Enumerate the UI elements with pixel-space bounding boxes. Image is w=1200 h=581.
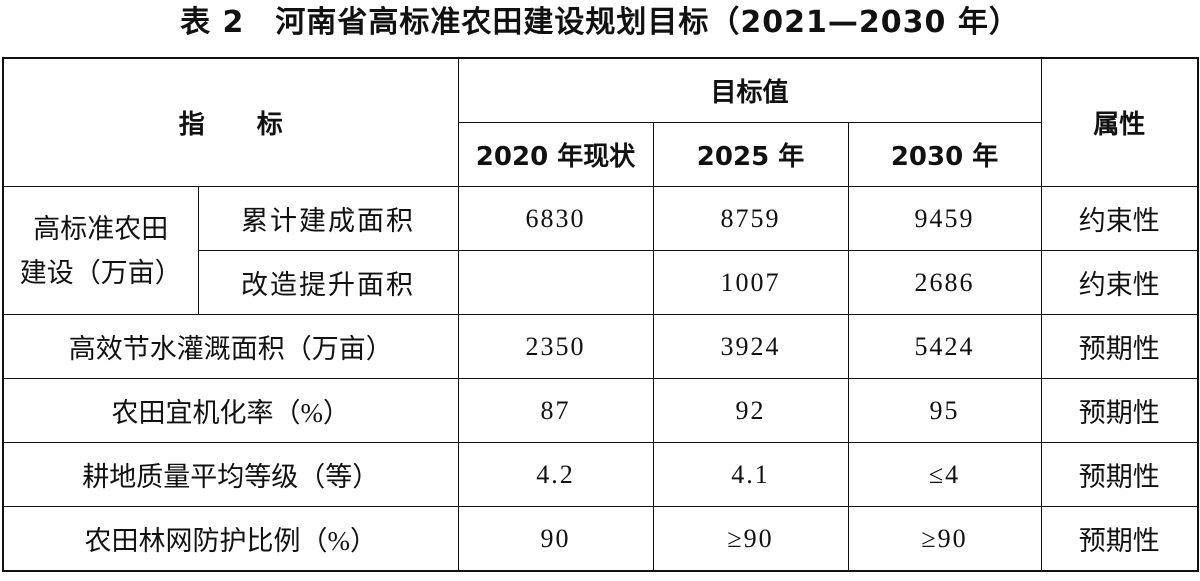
header-row: 2020 年现状 2025 年 2030 年 bbox=[3, 122, 1198, 187]
value-cell: 87 bbox=[457, 378, 654, 443]
value-cell: 8759 bbox=[652, 186, 849, 251]
value-cell: 5424 bbox=[847, 314, 1042, 379]
attribute-cell: 预期性 bbox=[1040, 442, 1199, 507]
value-cell bbox=[457, 250, 654, 315]
data-row: 高标准农田 建设（万亩） 累计建成面积 6830 8759 9459 约束性 bbox=[2, 186, 1199, 315]
data-row: 耕地质量平均等级（等） 4.2 4.1 ≤4 预期性 bbox=[2, 442, 1199, 507]
value-cell: 9459 bbox=[847, 186, 1042, 251]
attribute-cell: 约束性 bbox=[1040, 186, 1199, 251]
table: 指 标目标值 属性 2020 年现状 2025 年 2030 年高标准农田 建设（万亩）累… bbox=[2, 57, 1200, 572]
indicator-cell: 累计建成面积 bbox=[197, 186, 459, 251]
value-cell: ≥90 bbox=[652, 506, 849, 572]
data-row: 农田宜机化率（%） 87 92 95 预期性 bbox=[2, 378, 1199, 443]
group-line: 建设（万亩） bbox=[19, 257, 182, 288]
header-row: 指 标目标值 属性 bbox=[2, 57, 1199, 187]
group-cell: 高标准农田建设（万亩） bbox=[2, 186, 199, 315]
value-cell: 90 bbox=[457, 506, 654, 572]
year-header: 2020 年现状 bbox=[457, 122, 654, 187]
table-body: 指 标目标值 属性 2020 年现状 2025 年 2030 年高标准农田 建设（万亩）累… bbox=[2, 57, 1199, 572]
year-header: 2030 年 bbox=[847, 122, 1042, 187]
value-cell: 4.1 bbox=[652, 442, 849, 507]
value-cell: 3924 bbox=[652, 314, 849, 379]
value-cell: 2350 bbox=[457, 314, 654, 379]
year-header: 2025 年 bbox=[652, 122, 849, 187]
attribute-cell: 预期性 bbox=[1040, 506, 1199, 572]
value-cell: ≥90 bbox=[847, 506, 1042, 572]
value-cell: ≤4 bbox=[847, 442, 1042, 507]
data-row: 农田林网防护比例（%） 90 ≥90 ≥90 预期性 bbox=[2, 506, 1199, 572]
value-cell: 92 bbox=[652, 378, 849, 443]
attribute-cell: 约束性 bbox=[1040, 250, 1199, 315]
group-line: 高标准农田 bbox=[33, 213, 169, 244]
indicator-cell: 改造提升面积 bbox=[197, 250, 459, 315]
value-cell: 4.2 bbox=[457, 442, 654, 507]
header-cell: 指 标 bbox=[2, 57, 459, 187]
attribute-cell: 预期性 bbox=[1040, 314, 1199, 379]
indicator-cell: 高效节水灌溉面积（万亩） bbox=[2, 314, 459, 379]
table-title: 表 2 河南省高标准农田建设规划目标（2021—2030 年） bbox=[180, 5, 1020, 40]
header-cell: 属性 bbox=[1040, 57, 1199, 187]
value-cell: 1007 bbox=[652, 250, 849, 315]
attribute-cell: 预期性 bbox=[1040, 378, 1199, 443]
value-cell: 95 bbox=[847, 378, 1042, 443]
header-cell: 目标值 bbox=[457, 57, 1042, 123]
value-cell: 6830 bbox=[457, 186, 654, 251]
value-cell: 2686 bbox=[847, 250, 1042, 315]
indicator-cell: 农田林网防护比例（%） bbox=[2, 506, 459, 572]
indicator-cell: 耕地质量平均等级（等） bbox=[2, 442, 459, 507]
indicator-cell: 农田宜机化率（%） bbox=[2, 378, 459, 443]
data-row: 高效节水灌溉面积（万亩） 2350 3924 5424 预期性 bbox=[2, 314, 1199, 379]
